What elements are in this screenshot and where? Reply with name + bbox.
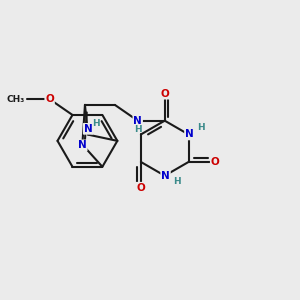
Text: N: N	[84, 124, 92, 134]
Text: N: N	[161, 171, 170, 181]
Text: H: H	[134, 125, 142, 134]
Text: O: O	[136, 183, 145, 193]
Text: N: N	[133, 116, 142, 126]
Text: CH₃: CH₃	[6, 95, 25, 104]
Text: H: H	[197, 123, 205, 132]
Text: H: H	[173, 177, 181, 186]
Text: O: O	[211, 157, 220, 167]
Text: O: O	[160, 89, 169, 99]
Text: O: O	[45, 94, 54, 104]
Text: N: N	[185, 129, 194, 140]
Text: H: H	[93, 119, 100, 128]
Text: N: N	[78, 140, 87, 150]
